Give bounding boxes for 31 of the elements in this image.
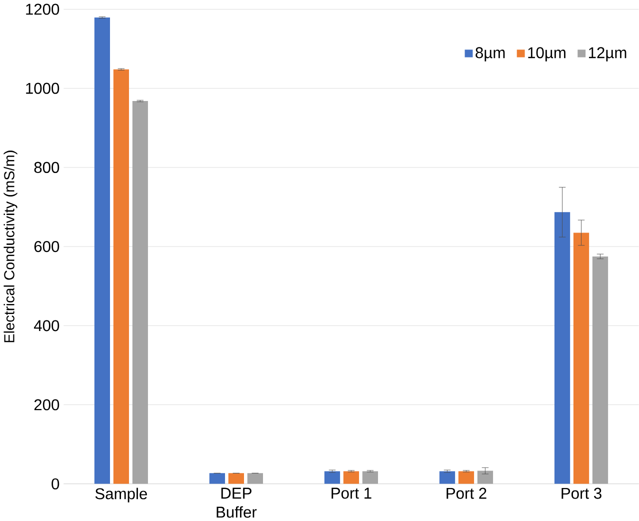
bar bbox=[113, 69, 129, 484]
bar bbox=[458, 471, 474, 484]
x-tick-label: Port 1 bbox=[332, 488, 372, 499]
bar bbox=[477, 470, 494, 484]
bar bbox=[592, 256, 608, 484]
bar bbox=[247, 472, 263, 484]
x-tick-label: Port 3 bbox=[562, 488, 602, 499]
y-tick-label: 400 bbox=[34, 320, 60, 331]
bar bbox=[343, 471, 360, 484]
bar bbox=[324, 471, 340, 484]
y-tick-label: 600 bbox=[34, 240, 60, 252]
bar bbox=[228, 472, 244, 484]
legend-label: 10µm bbox=[528, 46, 566, 62]
bar bbox=[209, 472, 226, 484]
legend-label: 12µm bbox=[588, 46, 626, 62]
y-tick-label: 0 bbox=[52, 478, 60, 490]
bar bbox=[94, 17, 110, 484]
y-axis-title: Electrical Conductivity (mS/m) bbox=[4, 150, 18, 342]
x-tick-label: Port 2 bbox=[446, 488, 486, 499]
y-tick-label: 1200 bbox=[26, 4, 60, 15]
y-tick-label: 200 bbox=[34, 399, 60, 410]
legend-label: 8µm bbox=[476, 46, 505, 62]
bar bbox=[362, 471, 378, 484]
bar bbox=[439, 471, 456, 484]
x-tick-label: Sample bbox=[95, 488, 147, 502]
y-tick-label: 1000 bbox=[26, 82, 60, 94]
x-tick-label: DEP Buffer bbox=[216, 488, 257, 518]
bar bbox=[132, 100, 148, 484]
y-tick-label: 800 bbox=[34, 162, 60, 173]
bar bbox=[554, 212, 570, 484]
bar bbox=[573, 232, 590, 484]
